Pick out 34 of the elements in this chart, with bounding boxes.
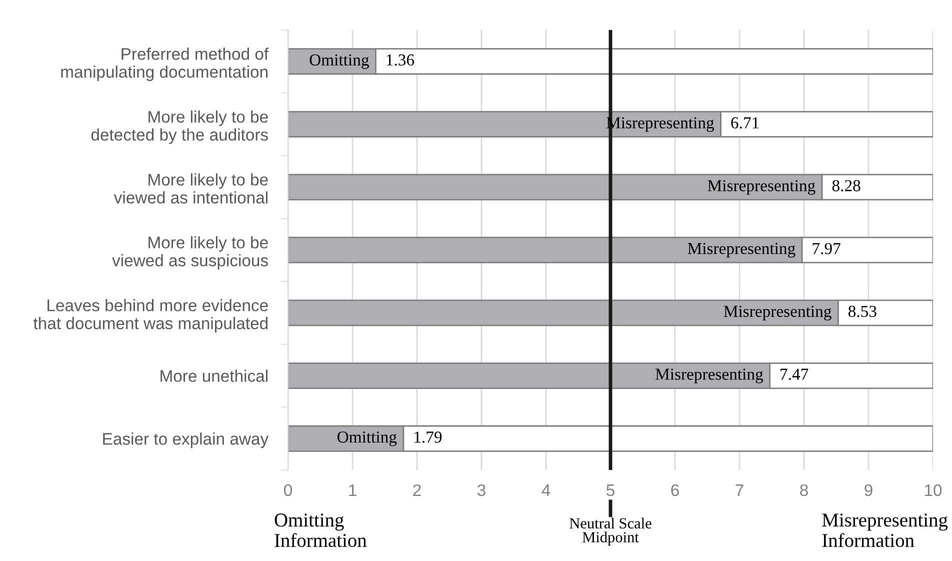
y-tick-label: More likely to be viewed as suspicious: [112, 236, 268, 270]
annotation: Omitting: [310, 54, 369, 69]
y-tick-label: Easier to explain away: [103, 432, 269, 448]
x-tick-label: 2: [413, 484, 421, 496]
data-label: 7.47: [780, 368, 808, 380]
data-label: 1.36: [386, 54, 414, 66]
x-tick-label: 4: [542, 484, 550, 496]
annotation: Misrepresenting: [724, 306, 832, 320]
x-tick-label: 7: [736, 484, 744, 496]
text: Misrepresenting Information: [822, 514, 948, 548]
x-tick-label: 1: [349, 484, 356, 496]
annotation: Misrepresenting: [656, 368, 764, 384]
data-label: 8.28: [832, 180, 860, 192]
data-label: 8.53: [848, 306, 876, 318]
ref-line-label: Neutral Scale Midpoint: [570, 518, 652, 546]
data-label: 6.71: [731, 117, 759, 129]
y-tick-label: Preferred method of manipulating documentation: [61, 48, 269, 82]
data-label: 1.79: [414, 432, 442, 443]
x-tick-label: 3: [478, 484, 486, 496]
data-label: 7.97: [812, 242, 840, 254]
y-tick-label: Leaves behind more evidence that document was manipulated: [34, 299, 268, 333]
x-tick-label: 9: [864, 484, 872, 496]
x-tick-label: 5: [606, 484, 614, 496]
y-tick-label: More likely to be detected by the auditors: [91, 110, 268, 144]
x-tick-label: 8: [800, 484, 808, 496]
x-tick-label: 6: [671, 484, 679, 496]
annotation: Misrepresenting: [708, 180, 816, 195]
text: Omitting Information: [274, 514, 367, 548]
annotation: Omitting: [338, 431, 397, 446]
x-tick-label: 0: [284, 484, 292, 496]
x-tick-label: 10: [925, 484, 942, 496]
y-tick-label: More unethical: [160, 370, 268, 382]
y-tick-label: More likely to be viewed as intentional: [114, 173, 268, 204]
annotation: Misrepresenting: [688, 242, 796, 258]
